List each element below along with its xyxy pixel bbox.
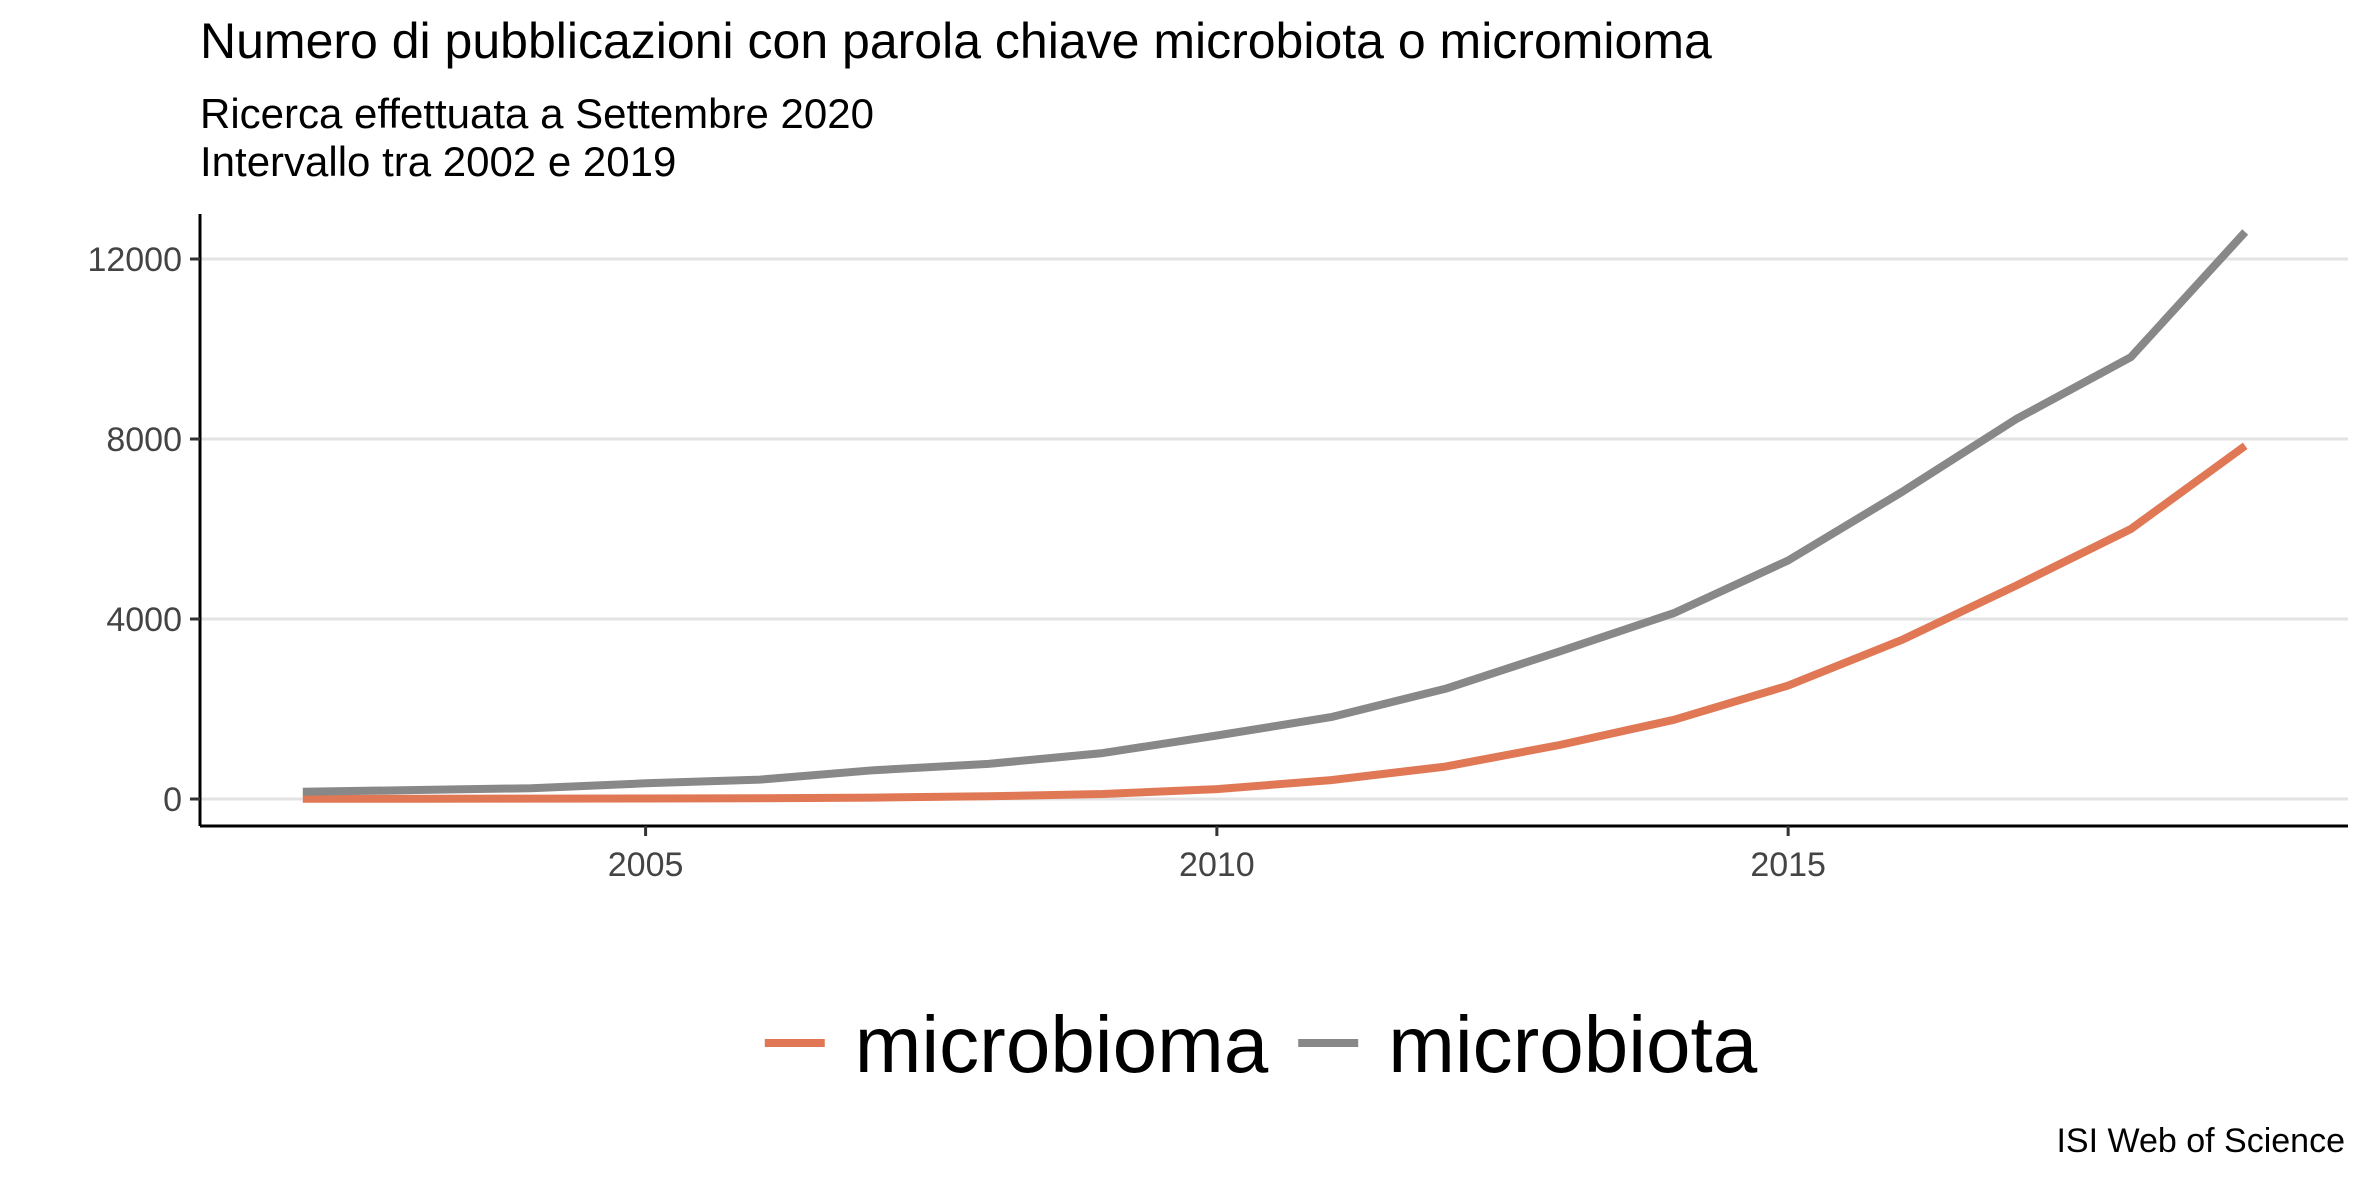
series-line-microbiota — [302, 229, 2249, 796]
gridlines — [200, 257, 2348, 801]
series-layer — [302, 229, 2249, 803]
axes: 0 4000 8000 12000 2005 2010 2015 — [87, 214, 2348, 884]
chart-caption: ISI Web of Science — [2056, 1122, 2345, 1160]
y-tick-label-4000: 4000 — [106, 601, 182, 639]
x-tick-label-2005: 2005 — [608, 846, 684, 884]
y-tick-label-12000: 12000 — [87, 241, 182, 279]
chart-title: Numero di pubblicazioni con parola chiav… — [200, 13, 1712, 69]
y-tick-label-8000: 8000 — [106, 421, 182, 459]
series-line-microbioma — [302, 442, 2248, 803]
x-tick-label-2015: 2015 — [1750, 846, 1826, 884]
legend: microbioma microbiota — [764, 1000, 1758, 1089]
legend-label-microbioma: microbioma — [855, 1000, 1269, 1089]
y-tick-label-0: 0 — [163, 781, 182, 819]
chart-subtitle-line-1: Ricerca effettuata a Settembre 2020 — [200, 90, 874, 137]
legend-label-microbiota: microbiota — [1388, 1000, 1758, 1089]
x-tick-label-2010: 2010 — [1179, 846, 1255, 884]
chart-subtitle-line-2: Intervallo tra 2002 e 2019 — [200, 138, 676, 185]
